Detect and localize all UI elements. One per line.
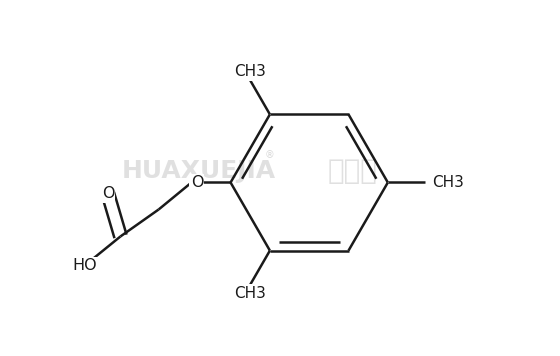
Text: CH3: CH3	[432, 175, 464, 190]
Text: HO: HO	[72, 258, 97, 273]
Text: HUAXUEJIA: HUAXUEJIA	[122, 159, 276, 183]
Text: O: O	[102, 186, 114, 201]
Text: ®: ®	[265, 150, 275, 160]
Text: 化学加: 化学加	[328, 157, 378, 185]
Text: O: O	[190, 175, 203, 190]
Text: CH3: CH3	[234, 64, 265, 79]
Text: CH3: CH3	[234, 286, 265, 300]
